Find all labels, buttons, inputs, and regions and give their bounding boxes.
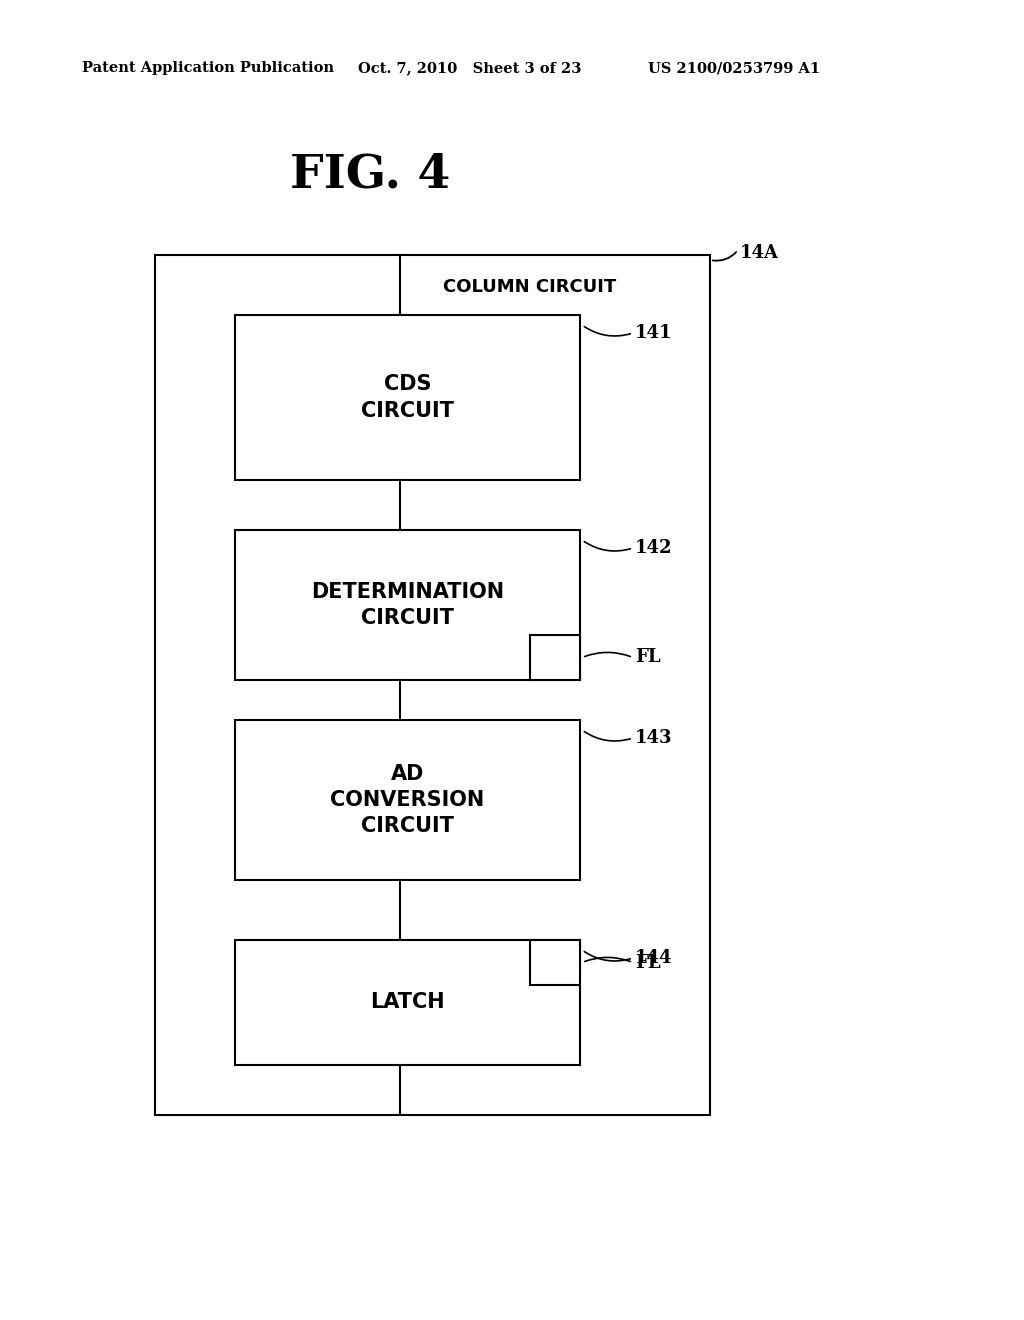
Bar xyxy=(530,635,580,680)
Text: 142: 142 xyxy=(635,539,673,557)
Text: AD
CONVERSION
CIRCUIT: AD CONVERSION CIRCUIT xyxy=(331,763,484,837)
Bar xyxy=(530,940,580,985)
Text: 144: 144 xyxy=(635,949,673,968)
Text: FIG. 4: FIG. 4 xyxy=(290,152,451,198)
Text: LATCH: LATCH xyxy=(371,993,444,1012)
Text: CDS
CIRCUIT: CDS CIRCUIT xyxy=(361,375,454,421)
Text: FL: FL xyxy=(635,953,660,972)
Text: US 2100/0253799 A1: US 2100/0253799 A1 xyxy=(648,61,820,75)
Text: Patent Application Publication: Patent Application Publication xyxy=(82,61,334,75)
Bar xyxy=(234,940,580,1065)
Text: 143: 143 xyxy=(635,729,673,747)
Bar xyxy=(234,531,580,680)
Bar xyxy=(155,255,710,1115)
Bar xyxy=(234,315,580,480)
Text: 14A: 14A xyxy=(740,244,779,261)
Text: FL: FL xyxy=(635,648,660,667)
Text: DETERMINATION
CIRCUIT: DETERMINATION CIRCUIT xyxy=(311,582,504,628)
Bar xyxy=(234,719,580,880)
Text: COLUMN CIRCUIT: COLUMN CIRCUIT xyxy=(443,279,616,296)
Text: Oct. 7, 2010   Sheet 3 of 23: Oct. 7, 2010 Sheet 3 of 23 xyxy=(358,61,582,75)
Text: 141: 141 xyxy=(635,323,673,342)
